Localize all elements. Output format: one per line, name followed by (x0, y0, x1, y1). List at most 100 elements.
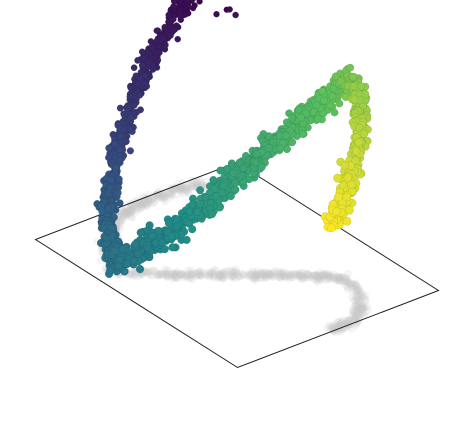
shadow-point (335, 273, 344, 281)
shadow-point (251, 270, 260, 279)
shadow-point (267, 270, 276, 279)
data-point (275, 131, 284, 140)
shadow-point (338, 277, 347, 285)
shadow-point (134, 272, 143, 281)
shadow-point (140, 199, 149, 208)
data-point (226, 192, 235, 201)
data-point (182, 235, 191, 244)
shadow-point (358, 310, 367, 319)
data-point (185, 207, 194, 216)
data-point (334, 192, 343, 202)
shadow-point (348, 287, 357, 296)
shadow-point (130, 272, 139, 281)
shadow-point (349, 307, 358, 316)
shadow-point (358, 292, 367, 301)
shadow-point (189, 270, 198, 279)
shadow-point (347, 310, 356, 319)
shadow-point (361, 308, 370, 317)
shadow-point (119, 209, 128, 218)
shadow-point (210, 272, 219, 281)
data-point (131, 240, 140, 249)
data-point (326, 223, 336, 233)
data-point (174, 36, 181, 43)
shadow-point (311, 271, 320, 280)
shadow-point (347, 283, 356, 292)
shadow-point (322, 269, 331, 278)
shadow-point (208, 268, 217, 277)
shadow-point (195, 271, 204, 280)
data-point (193, 207, 202, 216)
shadow-point (280, 272, 289, 281)
shadow-point (196, 271, 205, 280)
shadow-point (348, 294, 356, 303)
shadow-point (184, 184, 193, 193)
shadow-point (261, 268, 270, 277)
shadow-point (245, 271, 254, 280)
data-point (351, 147, 361, 156)
shadow-point (157, 268, 166, 277)
data-point (297, 113, 306, 122)
shadow-point (187, 273, 196, 282)
data-point (126, 147, 134, 155)
shadow-point (353, 293, 362, 302)
shadow-point (356, 308, 365, 317)
shadow-point (205, 272, 214, 281)
shadow-point (187, 181, 196, 190)
shadow-point (128, 213, 137, 222)
shadow-point (226, 266, 235, 275)
shadow-point (218, 274, 227, 283)
data-point (107, 176, 115, 185)
shadow-point (312, 271, 321, 280)
data-point (167, 232, 176, 241)
shadow-point (170, 270, 179, 279)
shadow-point (130, 270, 139, 279)
shadow-point (209, 270, 218, 279)
shadow-point (350, 282, 359, 290)
shadow-point (171, 273, 180, 282)
shadow-point (352, 280, 361, 289)
shadow-point (270, 267, 279, 275)
shadow-point (115, 220, 124, 228)
shadow-point (250, 268, 259, 277)
data-point (134, 57, 141, 64)
shadow-point (338, 319, 347, 328)
data-point (354, 138, 363, 147)
data-point (231, 185, 240, 194)
shadow-point (343, 269, 352, 278)
data-point (148, 55, 156, 62)
shadow-point (174, 270, 183, 279)
shadow-point (358, 303, 367, 311)
shadow-point (330, 274, 339, 282)
shadow-point (142, 268, 151, 277)
shadow-point (331, 273, 340, 282)
shadow-point (299, 269, 308, 278)
shadow-point (280, 272, 289, 281)
shadow-point (348, 324, 356, 333)
shadow-point (139, 201, 148, 210)
shadow-point (193, 270, 202, 279)
data-point (116, 132, 124, 141)
shadow-point (124, 208, 133, 217)
data-point (98, 207, 107, 216)
shadow-point (264, 271, 273, 280)
shadow-point (259, 271, 268, 280)
shadow-point (156, 193, 165, 202)
shadow-point (322, 275, 331, 284)
shadow-point (149, 266, 158, 274)
shadow-point (144, 196, 153, 205)
shadow-point (277, 269, 286, 278)
shadow-point (220, 270, 229, 278)
data-point (314, 114, 322, 123)
shadow-point (229, 268, 238, 277)
shadow-point (343, 321, 352, 330)
data-point (361, 90, 370, 99)
shadow-point (325, 271, 334, 280)
shadow-point (258, 268, 267, 277)
shadow-point (114, 218, 123, 226)
shadow-point (357, 304, 366, 313)
shadow-point (207, 270, 216, 279)
shadow-point (148, 198, 157, 207)
shadow-point (352, 307, 361, 316)
shadow-point (255, 270, 264, 279)
shadow-point (247, 270, 256, 279)
